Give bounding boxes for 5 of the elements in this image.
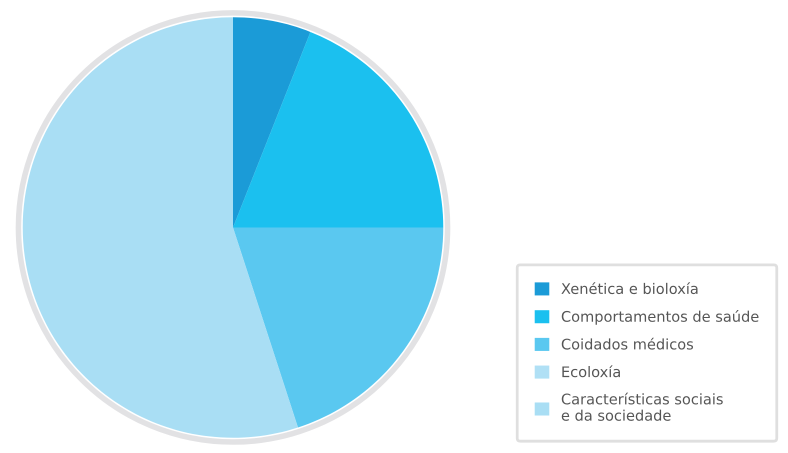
legend-label: Xenética e bioloxía xyxy=(561,282,698,294)
legend-label: Coidados médicos xyxy=(562,338,694,350)
legend-label: Características sociais e da sociedade xyxy=(562,392,723,421)
legend-label: Ecoloxía xyxy=(562,365,620,378)
legend-label: Comportamentos de saúde xyxy=(562,310,758,325)
